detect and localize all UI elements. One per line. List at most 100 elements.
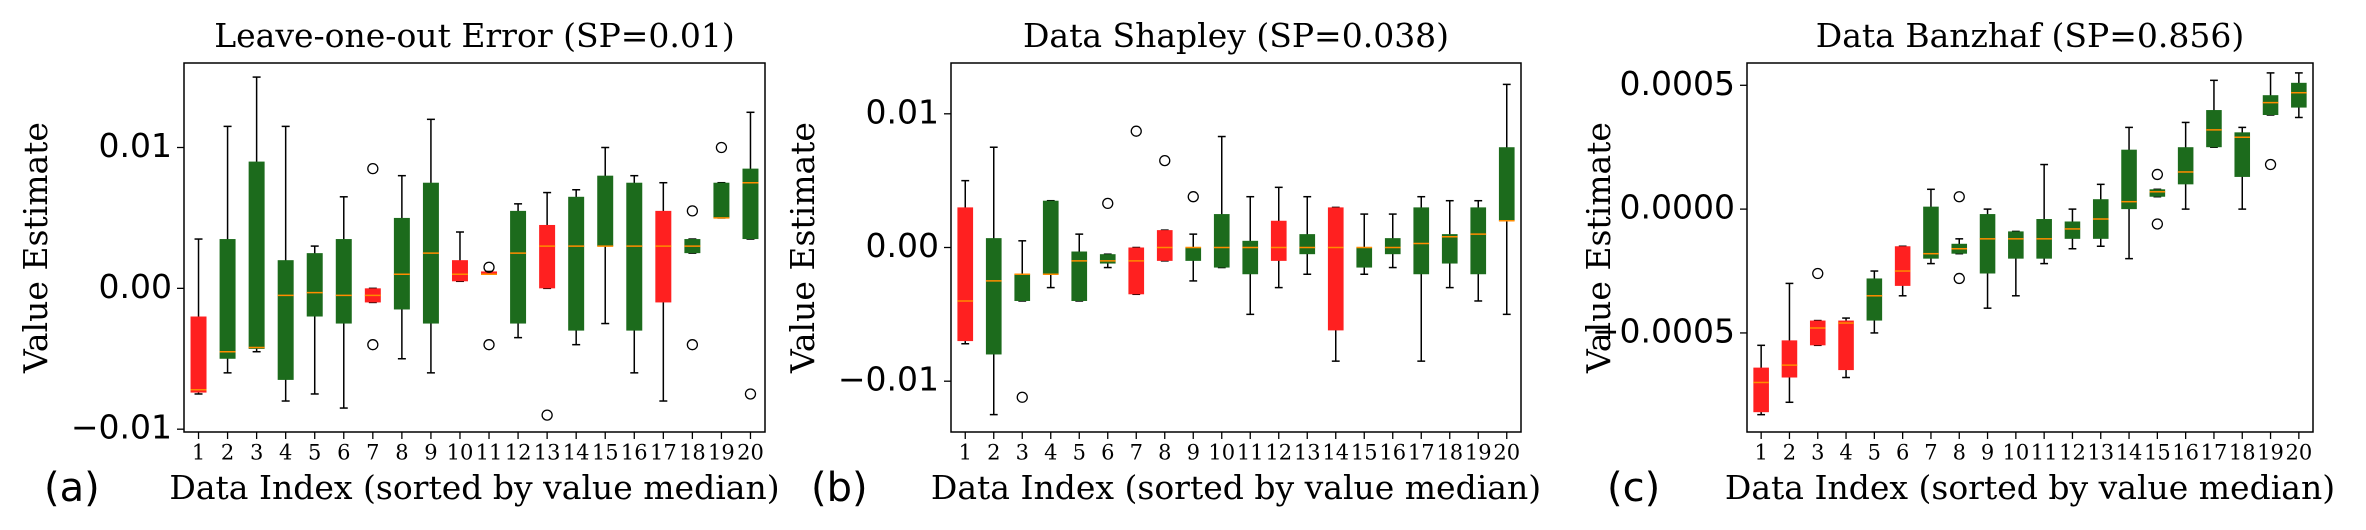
x-tick-label: 20 [1493, 441, 1520, 465]
x-tick-label: 10 [2002, 441, 2029, 465]
x-tick-label: 11 [1237, 441, 1264, 465]
box [1866, 278, 1883, 321]
x-tick-label: 7 [1130, 441, 1143, 465]
y-tick-label: 0.0000 [1620, 188, 1735, 227]
x-tick-label: 14 [1322, 441, 1349, 465]
box-group [1781, 282, 1798, 404]
y-tick-label: 0.00 [866, 226, 939, 265]
outlier [1016, 391, 1028, 403]
x-tick-label: 15 [592, 441, 619, 465]
box [597, 175, 614, 247]
panel-label: (c) [1607, 465, 1660, 511]
box-group [568, 189, 585, 346]
x-tick-label: 9 [424, 441, 437, 465]
box-group [1128, 125, 1145, 296]
outlier [1102, 197, 1114, 210]
box-group [2234, 126, 2251, 210]
box-group [1014, 240, 1031, 403]
box-group [1270, 186, 1287, 289]
box [451, 260, 468, 282]
x-tick-label: 4 [1044, 441, 1057, 465]
box-group [1242, 195, 1259, 316]
box-group [1185, 191, 1202, 282]
x-tick-label: 20 [2285, 441, 2312, 465]
box [985, 238, 1002, 355]
x-tick-label: 3 [1811, 441, 1824, 465]
box [1128, 247, 1145, 295]
y-tick-label: 0.0005 [1620, 64, 1735, 103]
box [335, 239, 352, 324]
box-group [219, 125, 236, 374]
x-tick-label: 18 [1436, 441, 1463, 465]
box-group [1071, 233, 1088, 302]
box-group [2064, 208, 2081, 250]
x-tick-label: 11 [2031, 441, 2058, 465]
box [2149, 189, 2166, 197]
box [1498, 147, 1515, 221]
outlier [1812, 267, 1824, 280]
box [626, 182, 643, 331]
box [1781, 340, 1798, 378]
outlier [744, 388, 757, 400]
x-tick-label: 20 [737, 441, 764, 465]
outlier [483, 261, 495, 273]
box [2121, 149, 2137, 210]
box-group [1951, 191, 1968, 285]
box-group [742, 111, 759, 400]
x-tick-label: 3 [1016, 441, 1029, 465]
x-tick-label: 13 [1294, 441, 1321, 465]
box [306, 253, 323, 317]
x-tick-label: 17 [2201, 441, 2228, 465]
y-tick-label: −0.01 [838, 360, 939, 399]
x-tick-label: 10 [447, 441, 474, 465]
box [1979, 214, 1996, 274]
box-group [2291, 72, 2307, 119]
outlier [1953, 272, 1965, 285]
box-group [2262, 72, 2279, 171]
x-tick-label: 13 [2087, 441, 2114, 465]
x-tick-label: 5 [1868, 441, 1881, 465]
box [2177, 147, 2194, 185]
panel-label: (a) [44, 465, 100, 511]
x-tick-label: 8 [1158, 441, 1171, 465]
x-axis-label: Data Index (sorted by value median) [1725, 468, 2335, 507]
box [1042, 200, 1059, 275]
box-group [248, 76, 265, 353]
x-tick-label: 15 [1351, 441, 1378, 465]
y-tick-label: 0.01 [866, 92, 939, 131]
box [1156, 230, 1173, 261]
box [393, 217, 410, 310]
box-group [1866, 270, 1883, 334]
outlier [2151, 168, 2164, 181]
x-tick-label: 2 [221, 441, 234, 465]
box [1185, 247, 1202, 261]
outlier [715, 141, 728, 154]
box-group [1441, 199, 1458, 289]
box-group [510, 203, 527, 339]
box-group [597, 146, 614, 325]
box [1753, 367, 1769, 413]
box-group [2121, 126, 2137, 260]
x-tick-label: 5 [308, 441, 321, 465]
box-group [684, 205, 701, 351]
box-group [335, 196, 352, 409]
box [2291, 82, 2307, 108]
chart-title: Data Banzhaf (SP=0.856) [1816, 16, 2244, 55]
x-tick-label: 19 [2257, 441, 2284, 465]
box-group [985, 146, 1002, 416]
box-group [1809, 267, 1826, 347]
box-group [2177, 121, 2194, 210]
x-tick-label: 10 [1208, 441, 1235, 465]
box-group [1042, 199, 1059, 289]
box-group [364, 162, 381, 351]
box [1441, 234, 1458, 264]
box [2064, 221, 2081, 239]
box [1894, 246, 1911, 286]
box-group [539, 191, 556, 421]
box [1299, 234, 1316, 255]
outlier [686, 205, 699, 217]
box-group [1498, 83, 1515, 316]
box-group [1838, 317, 1854, 379]
x-axis-label: Data Index (sorted by value median) [931, 468, 1541, 507]
